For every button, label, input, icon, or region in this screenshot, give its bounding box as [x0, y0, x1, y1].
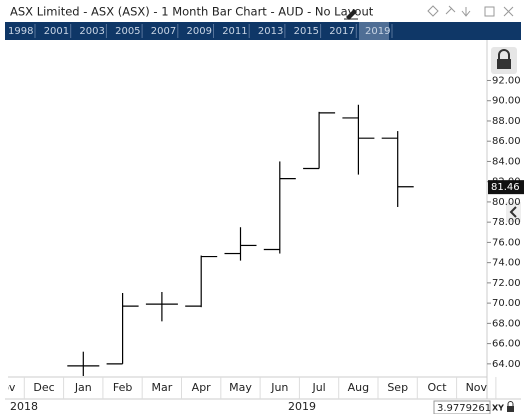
y-tick-label: 88.00: [492, 116, 521, 127]
x-tick-label: Dec: [33, 381, 54, 394]
y-tick-label: 68.00: [492, 318, 521, 329]
x-tick-label: Jul: [311, 381, 325, 394]
navigator-year: 2005: [115, 26, 140, 37]
x-tick-label: Jun: [270, 381, 288, 394]
navigator-year: 2019: [365, 26, 390, 37]
y-tick-label: 76.00: [492, 237, 521, 248]
y-tick-label: 84.00: [492, 156, 521, 167]
scale-value: 3.9779261: [437, 403, 491, 414]
x-tick-label: Aug: [348, 381, 369, 394]
y-tick-label: 70.00: [492, 298, 521, 309]
navigator-year: 1998: [8, 26, 33, 37]
navigator-year: 2013: [258, 26, 283, 37]
last-price-box: [488, 180, 524, 195]
edit-icon[interactable]: [344, 9, 358, 20]
x-tick-label: Nov: [466, 381, 488, 394]
mode-label[interactable]: XY: [492, 404, 504, 413]
y-tick-label: 90.00: [492, 96, 521, 107]
x-tick-label: Feb: [113, 381, 132, 394]
y-tick-label: 92.00: [492, 75, 521, 86]
navigator-year: 2017: [329, 26, 354, 37]
last-price-label: 81.46: [491, 182, 520, 193]
collapse-icon: [509, 206, 517, 218]
scale-box[interactable]: [433, 400, 491, 414]
x-tick-label: Mar: [152, 381, 173, 394]
navigator-year: 2007: [151, 26, 176, 37]
x-tick-label: Jan: [74, 381, 92, 394]
window-title: ASX Limited - ASX (ASX) - 1 Month Bar Ch…: [10, 5, 374, 19]
y-tick-label: 74.00: [492, 258, 521, 269]
navigator-window[interactable]: [359, 22, 389, 40]
period-label: 2019: [288, 400, 316, 413]
x-tick-label: Apr: [192, 381, 212, 394]
navigator-year: 2009: [187, 26, 212, 37]
lock-icon: [497, 49, 511, 69]
y-tick-label: 72.00: [492, 278, 521, 289]
navigator-year: 2011: [222, 26, 247, 37]
x-tick-label: May: [229, 381, 252, 394]
collapse-button[interactable]: [506, 202, 521, 222]
navigator-year: 2015: [294, 26, 319, 37]
window-controls[interactable]: [427, 5, 514, 17]
y-tick-label: 78.00: [492, 217, 521, 228]
y-tick-label: 64.00: [492, 359, 521, 370]
navigator-year: 2003: [79, 26, 104, 37]
x-tick-label: Nov: [0, 381, 16, 394]
y-tick-label: 80.00: [492, 197, 521, 208]
period-label: 2018: [10, 400, 38, 413]
small-lock[interactable]: [507, 401, 514, 413]
navigator-year: 2001: [44, 26, 69, 37]
y-tick-label: 86.00: [492, 136, 521, 147]
y-tick-label: 66.00: [492, 339, 521, 350]
x-tick-label: Sep: [387, 381, 408, 394]
x-tick-label: Oct: [427, 381, 447, 394]
